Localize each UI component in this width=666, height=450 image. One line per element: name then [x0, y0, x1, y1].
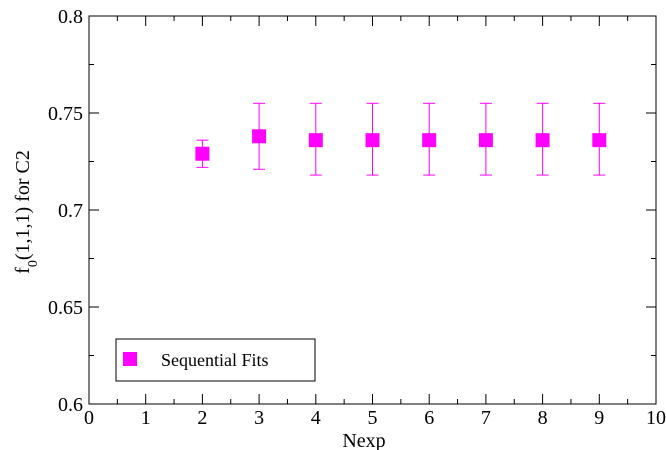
x-tick-label: 2	[197, 407, 207, 429]
series-layer	[195, 102, 607, 176]
data-point-square	[308, 133, 323, 148]
y-tick-label: 0.8	[58, 6, 83, 28]
data-point-square	[195, 146, 210, 161]
x-tick-label: 10	[646, 407, 666, 429]
y-axis-title-suffix: (1,1,1) for C2	[12, 150, 34, 260]
x-axis: 0 1 2 3 4 5 6 7 8 9 10	[84, 16, 666, 429]
y-axis-title: f0(1,1,1) for C2	[12, 150, 41, 274]
x-tick-label: 8	[538, 407, 548, 429]
data-point-square	[592, 133, 607, 148]
data-point-square	[422, 133, 437, 148]
y-axis-title-subscript: 0	[26, 260, 41, 267]
legend-marker-square	[123, 352, 137, 366]
x-tick-label: 6	[424, 407, 434, 429]
x-tick-label: 9	[594, 407, 604, 429]
y-tick-label: 0.75	[48, 103, 83, 125]
data-point-square	[478, 133, 493, 148]
x-tick-label: 1	[141, 407, 151, 429]
y-tick-label: 0.7	[58, 200, 83, 222]
x-tick-label: 3	[254, 407, 264, 429]
legend-box	[115, 338, 316, 382]
y-tick-label: 0.65	[48, 297, 83, 319]
x-tick-label: 0	[84, 407, 94, 429]
data-point-square	[252, 129, 267, 144]
data-point-square	[535, 133, 550, 148]
x-axis-title: Nexp	[342, 430, 385, 450]
y-axis: 0.6 0.65 0.7 0.75 0.8	[48, 6, 656, 416]
x-tick-label: 5	[368, 407, 378, 429]
x-tick-label: 7	[481, 407, 491, 429]
data-point-square	[365, 133, 380, 148]
y-tick-label: 0.6	[58, 394, 83, 416]
legend: Sequential Fits	[115, 338, 316, 382]
y-axis-title-prefix: f	[12, 267, 34, 274]
x-tick-label: 4	[311, 407, 321, 429]
legend-label: Sequential Fits	[161, 350, 269, 370]
